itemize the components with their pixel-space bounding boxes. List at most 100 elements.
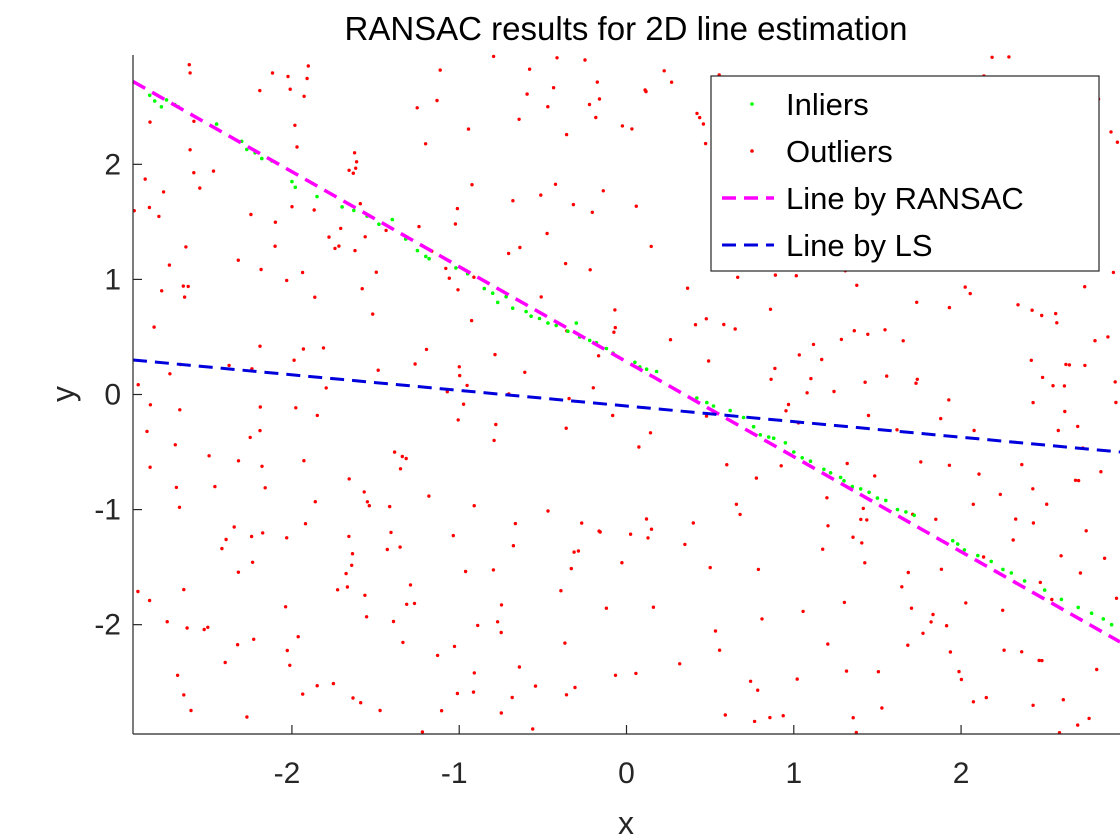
inlier-point [574, 321, 579, 325]
outlier-point [202, 627, 206, 632]
outlier-point [207, 454, 211, 458]
inlier-point [495, 300, 500, 305]
outlier-point [303, 522, 308, 526]
outlier-point [350, 552, 355, 556]
outlier-point [630, 127, 634, 131]
outlier-point [273, 220, 278, 224]
outlier-point [136, 589, 140, 594]
outlier-point [374, 270, 378, 274]
inlier-point [340, 205, 344, 209]
outlier-point [1093, 339, 1097, 343]
outlier-point [863, 380, 867, 384]
outlier-point [145, 429, 149, 434]
outlier-point [906, 643, 910, 647]
outlier-point [1038, 580, 1043, 585]
outlier-point [1016, 303, 1020, 307]
outlier-point [471, 690, 476, 694]
outlier-point [708, 565, 712, 570]
inlier-point [1009, 571, 1014, 575]
outlier-point [563, 261, 568, 266]
legend-label-ls-line: Line by LS [786, 228, 933, 263]
outlier-point [181, 284, 185, 288]
outlier-point [420, 730, 425, 734]
outlier-point [703, 141, 708, 146]
outlier-point [572, 550, 576, 554]
inlier-point [152, 99, 157, 103]
outlier-point [400, 454, 404, 459]
outlier-point [861, 506, 865, 511]
outlier-point [569, 566, 573, 571]
outlier-point [634, 204, 638, 208]
outlier-point [351, 171, 355, 175]
outlier-point [915, 377, 919, 381]
outlier-point [901, 339, 905, 343]
outlier-point [865, 518, 869, 522]
outlier-point [852, 329, 856, 333]
outlier-point [339, 226, 343, 231]
ticks-layer: -2 -1 0 1 2 -2 -1 0 1 2 [94, 148, 969, 790]
outlier-point [1045, 502, 1049, 506]
outlier-point [417, 224, 421, 229]
outlier-point [236, 459, 241, 463]
inlier-point [858, 487, 863, 491]
outlier-point [883, 328, 887, 332]
outlier-point [321, 346, 326, 350]
outlier-point [292, 358, 296, 362]
outlier-point [786, 402, 791, 407]
outlier-point [885, 374, 889, 378]
outlier-point [148, 465, 152, 469]
outlier-point [900, 585, 904, 589]
inlier-point [800, 456, 804, 460]
inlier-point [989, 559, 993, 564]
inlier-point [912, 513, 916, 518]
outlier-point [294, 406, 298, 410]
outlier-point [832, 389, 836, 394]
outlier-point [435, 653, 440, 658]
outlier-point [350, 563, 354, 567]
outlier-point [1011, 538, 1015, 542]
x-tick-label: 2 [953, 757, 970, 790]
inlier-point [524, 309, 528, 314]
outlier-point [931, 612, 935, 617]
outlier-point [315, 413, 319, 418]
outlier-point [270, 71, 275, 75]
outlier-point [455, 691, 460, 696]
inlier-point [771, 436, 776, 441]
outlier-point [472, 275, 476, 279]
outlier-point [232, 525, 236, 529]
outlier-point [929, 620, 933, 624]
outlier-point [748, 679, 753, 683]
outlier-point [693, 323, 698, 327]
outlier-point [182, 587, 186, 592]
outlier-point [1111, 270, 1116, 275]
outlier-point [398, 467, 403, 471]
outlier-point [839, 337, 844, 342]
outlier-point [701, 122, 706, 126]
outlier-point [1076, 478, 1081, 483]
outlier-point [1106, 335, 1110, 339]
outlier-point [1031, 487, 1035, 491]
outlier-point [408, 583, 413, 587]
outlier-point [794, 274, 798, 278]
outlier-point [249, 534, 254, 539]
outlier-point [598, 530, 602, 534]
inlier-point [604, 346, 609, 351]
outlier-point [553, 182, 558, 186]
outlier-point [1031, 703, 1035, 707]
outlier-point [957, 669, 961, 674]
outlier-point [223, 660, 227, 665]
legend-marker-outliers [750, 149, 754, 153]
outlier-point [678, 662, 682, 666]
outlier-point [1031, 400, 1035, 405]
outlier-point [821, 547, 825, 551]
outlier-point [288, 87, 292, 91]
outlier-point [493, 352, 497, 357]
outlier-point [185, 626, 189, 630]
outlier-point [306, 64, 310, 68]
outlier-point [188, 148, 192, 152]
outlier-point [331, 681, 336, 686]
outlier-point [1001, 608, 1005, 612]
outlier-point [345, 585, 350, 589]
outlier-point [947, 463, 952, 467]
inlier-point [537, 316, 542, 321]
